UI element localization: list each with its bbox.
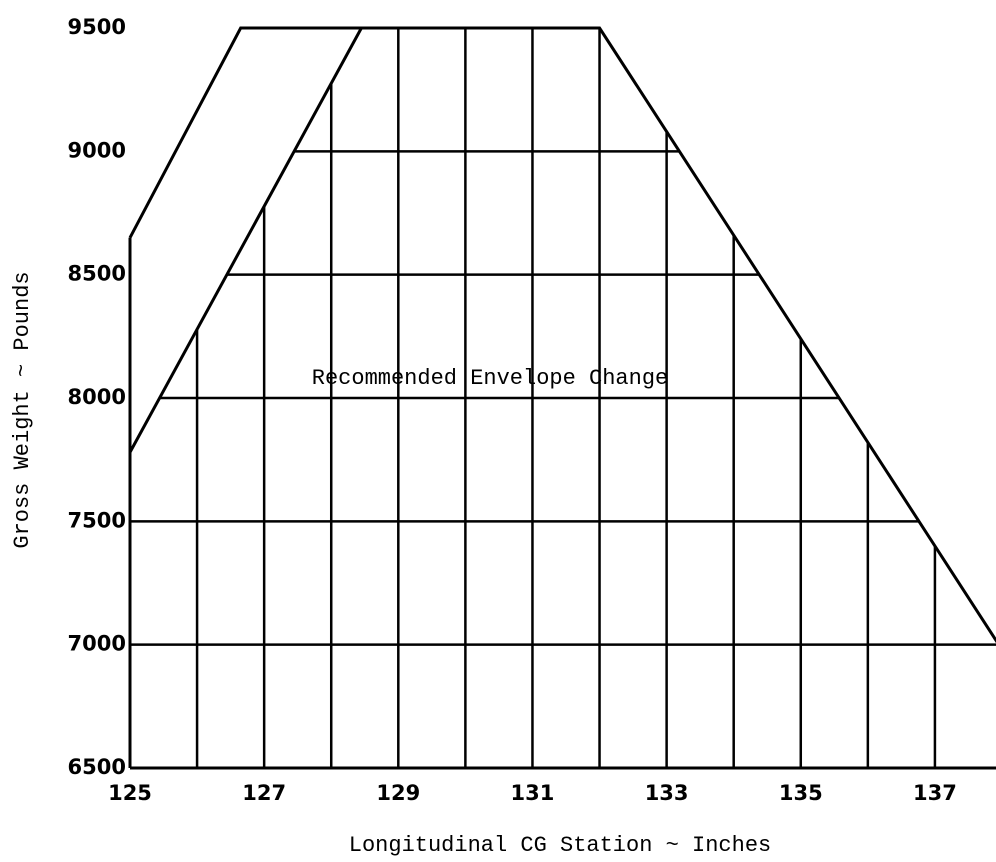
y-tick-label: 8000 — [68, 385, 126, 409]
x-tick-label: 127 — [242, 781, 286, 805]
x-tick-label: 133 — [645, 781, 689, 805]
x-tick-label: 129 — [376, 781, 420, 805]
y-tick-label: 9000 — [68, 138, 126, 162]
x-axis-label: Longitudinal CG Station ~ Inches — [349, 833, 771, 858]
y-tick-label: 8500 — [68, 262, 126, 286]
envelope-line — [128, 27, 363, 453]
x-tick-label: 137 — [913, 781, 957, 805]
x-tick-label: 135 — [779, 781, 823, 805]
grid — [130, 28, 996, 768]
y-axis-label: Gross Weight ~ Pounds — [10, 271, 35, 548]
x-tick-label: 131 — [511, 781, 555, 805]
y-tick-label: 7000 — [68, 632, 126, 656]
envelope-line — [128, 26, 996, 644]
y-tick-label: 6500 — [68, 755, 126, 779]
annotation: Recommended Envelope Change — [312, 366, 668, 391]
x-tick-label: 125 — [108, 781, 152, 805]
y-tick-label: 9500 — [68, 15, 126, 39]
y-tick-label: 7500 — [68, 508, 126, 532]
